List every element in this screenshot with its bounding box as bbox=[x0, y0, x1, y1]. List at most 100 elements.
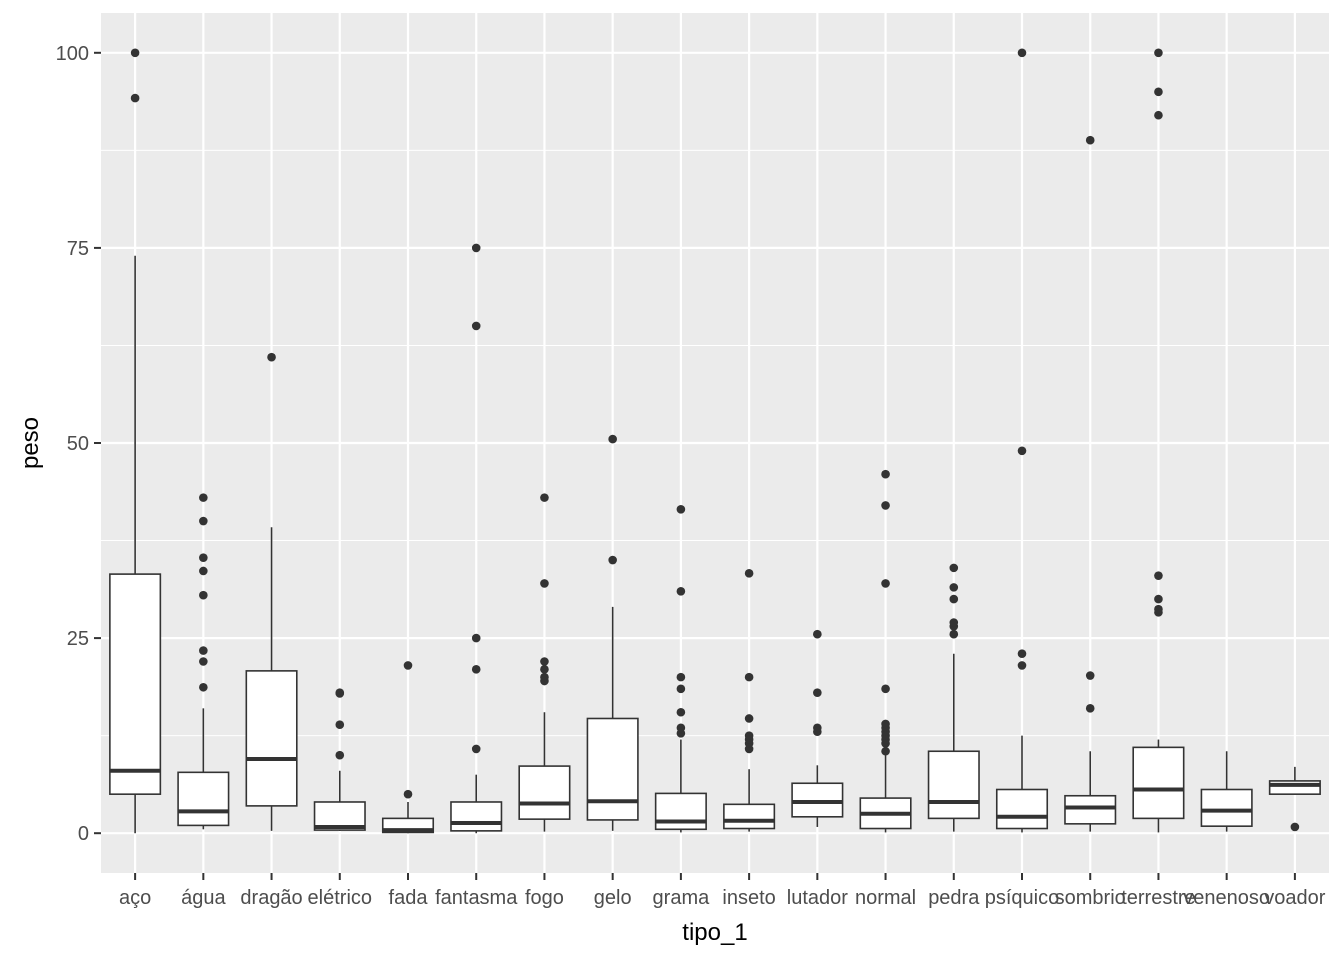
outlier-point bbox=[881, 469, 890, 479]
box-group bbox=[654, 505, 707, 833]
outlier-point bbox=[881, 746, 890, 756]
box bbox=[245, 670, 298, 807]
box-group bbox=[1268, 766, 1321, 832]
outlier-point bbox=[881, 684, 890, 694]
outlier-point bbox=[403, 789, 413, 799]
outlier-point bbox=[949, 583, 959, 592]
x-tick-label: fada bbox=[389, 887, 429, 909]
x-tick-label: sombrio bbox=[1055, 887, 1126, 909]
box bbox=[654, 792, 707, 831]
box-group bbox=[995, 48, 1049, 833]
box-group bbox=[1132, 48, 1185, 833]
x-tick-label: inseto bbox=[722, 887, 775, 909]
x-tick-label: aço bbox=[119, 887, 151, 909]
outlier-point bbox=[949, 594, 959, 604]
box bbox=[586, 717, 639, 821]
outlier-point bbox=[130, 48, 140, 58]
box-group bbox=[927, 563, 980, 832]
y-tick-label: 50 bbox=[67, 433, 89, 455]
outlier-point bbox=[1017, 661, 1027, 670]
outlier-point bbox=[471, 243, 481, 253]
x-tick-label: terrestre bbox=[1121, 887, 1195, 909]
outlier-point bbox=[199, 646, 208, 655]
y-tick-label: 25 bbox=[67, 628, 89, 650]
outlier-point bbox=[471, 633, 481, 643]
outlier-point bbox=[1154, 594, 1163, 604]
x-tick-label: normal bbox=[855, 887, 916, 909]
box bbox=[177, 771, 230, 827]
x-tick-label: água bbox=[181, 887, 226, 909]
outlier-point bbox=[949, 618, 959, 627]
outlier-point bbox=[744, 714, 754, 723]
outlier-point bbox=[471, 321, 481, 331]
outlier-point bbox=[1085, 704, 1095, 713]
outlier-point bbox=[608, 434, 617, 444]
outlier-point bbox=[813, 629, 822, 639]
box-group bbox=[245, 352, 298, 831]
x-tick-label: pedra bbox=[928, 887, 980, 909]
box-group bbox=[791, 629, 844, 827]
x-tick-label: venenoso bbox=[1183, 887, 1270, 909]
outlier-point bbox=[1154, 604, 1163, 614]
outlier-point bbox=[949, 629, 959, 639]
outlier-point bbox=[1017, 446, 1027, 456]
y-axis-title: peso bbox=[17, 417, 44, 469]
box-group bbox=[1064, 135, 1117, 832]
outlier-point bbox=[130, 93, 140, 103]
x-tick-label: fogo bbox=[525, 887, 564, 909]
outlier-point bbox=[540, 665, 549, 674]
box bbox=[723, 803, 776, 830]
box bbox=[995, 788, 1049, 830]
outlier-point bbox=[199, 657, 208, 666]
outlier-point bbox=[881, 579, 890, 588]
outlier-point bbox=[813, 688, 822, 698]
outlier-point bbox=[949, 563, 959, 573]
y-tick-label: 0 bbox=[78, 823, 89, 845]
outlier-point bbox=[813, 723, 822, 733]
outlier-point bbox=[744, 569, 754, 578]
x-axis-title: tipo_1 bbox=[682, 919, 747, 946]
outlier-point bbox=[540, 579, 549, 588]
box bbox=[518, 765, 571, 820]
x-tick-label: fantasma bbox=[435, 887, 518, 909]
outlier-point bbox=[199, 493, 208, 502]
box-group bbox=[313, 688, 366, 831]
grid-minor bbox=[101, 149, 1329, 737]
outlier-point bbox=[335, 688, 345, 698]
x-tick-label: dragão bbox=[240, 887, 302, 909]
outlier-point bbox=[1017, 649, 1027, 659]
x-tick-label: voador bbox=[1264, 887, 1325, 909]
box-group bbox=[1200, 751, 1253, 832]
outlier-point bbox=[676, 723, 686, 733]
x-tick-label: psíquico bbox=[985, 887, 1060, 909]
outlier-point bbox=[403, 661, 413, 670]
box-group bbox=[381, 661, 435, 834]
box-group bbox=[109, 48, 162, 834]
box-group bbox=[859, 469, 912, 833]
outlier-point bbox=[1154, 48, 1163, 58]
box-group bbox=[450, 243, 503, 834]
outlier-point bbox=[540, 657, 549, 666]
outlier-point bbox=[676, 684, 686, 694]
outlier-point bbox=[608, 555, 617, 565]
y-tick-label: 100 bbox=[56, 43, 89, 65]
outlier-point bbox=[267, 352, 276, 362]
outlier-point bbox=[199, 566, 208, 576]
outlier-point bbox=[1085, 135, 1095, 145]
box bbox=[1064, 794, 1117, 825]
outlier-point bbox=[471, 665, 481, 674]
outlier-point bbox=[881, 719, 890, 729]
outlier-point bbox=[676, 672, 686, 682]
outlier-point bbox=[881, 501, 890, 510]
outlier-point bbox=[744, 731, 754, 740]
x-tick-label: grama bbox=[653, 887, 711, 909]
outlier-point bbox=[1154, 571, 1163, 580]
outlier-point bbox=[199, 516, 208, 526]
outlier-point bbox=[1085, 671, 1095, 680]
x-tick-label: gelo bbox=[594, 887, 632, 909]
outlier-point bbox=[1017, 48, 1027, 58]
box-group bbox=[586, 434, 639, 831]
outlier-point bbox=[335, 750, 345, 760]
x-tick-label: lutador bbox=[787, 887, 848, 909]
